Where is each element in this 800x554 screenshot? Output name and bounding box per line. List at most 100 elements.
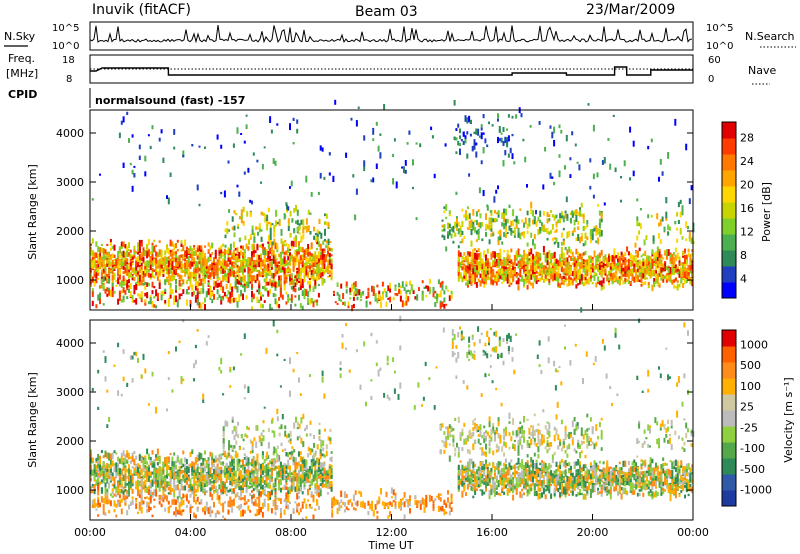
heatmap-cell (310, 253, 313, 257)
heatmap-cell (247, 281, 250, 288)
heatmap-cell (283, 244, 286, 247)
heatmap-cell (626, 259, 629, 263)
heatmap-cell (164, 475, 167, 479)
heatmap-cell (162, 486, 165, 491)
heatmap-cell (312, 253, 315, 257)
heatmap-cell (513, 266, 516, 271)
heatmap-cell (264, 250, 267, 256)
heatmap-cell (535, 265, 538, 271)
heatmap-cell (95, 304, 98, 309)
heatmap-cell (182, 289, 185, 294)
heatmap-cell (294, 295, 297, 298)
heatmap-cell (160, 294, 163, 301)
heatmap-cell (156, 266, 159, 269)
heatmap-cell (468, 223, 471, 230)
heatmap-cell (580, 236, 583, 242)
heatmap-cell (242, 276, 244, 282)
heatmap-cell (330, 275, 333, 281)
heatmap-cell (91, 198, 94, 201)
heatmap-cell (263, 247, 266, 250)
heatmap-cell (140, 292, 143, 300)
heatmap-cell (97, 258, 100, 265)
heatmap-cell (602, 284, 605, 290)
heatmap-cell (236, 285, 239, 293)
heatmap-cell (488, 263, 491, 267)
heatmap-cell (290, 254, 293, 259)
heatmap-cell (415, 217, 418, 221)
heatmap-cell (156, 270, 159, 277)
heatmap-cell (352, 303, 355, 308)
heatmap-cell (544, 268, 547, 271)
heatmap-cell (560, 211, 563, 217)
heatmap-cell (185, 253, 188, 259)
heatmap-cell (521, 231, 524, 236)
heatmap-cell (147, 486, 150, 489)
heatmap-cell (254, 261, 257, 264)
heatmap-cell (147, 249, 150, 257)
heatmap-cell (515, 253, 518, 259)
heatmap-cell (485, 279, 487, 285)
heatmap-cell (176, 248, 179, 252)
heatmap-cell (483, 282, 486, 288)
heatmap-cell (198, 302, 201, 309)
heatmap-cell (480, 160, 483, 165)
heatmap-cell (321, 248, 324, 254)
heatmap-cell (312, 268, 315, 274)
heatmap-cell (327, 260, 329, 265)
heatmap-cell (603, 202, 606, 206)
heatmap-cell (535, 260, 538, 264)
heatmap-cell (584, 250, 587, 255)
heatmap-cell (225, 250, 228, 255)
heatmap-cell (144, 155, 147, 162)
heatmap-cell (204, 297, 206, 303)
heatmap-cell (560, 279, 563, 284)
heatmap-cell (501, 268, 504, 274)
heatmap-cell (687, 265, 690, 271)
heatmap-cell (285, 268, 288, 274)
heatmap-cell (526, 280, 529, 283)
heatmap-cell (144, 267, 147, 274)
heatmap-cell (316, 247, 319, 251)
heatmap-cell (298, 484, 300, 489)
heatmap-cell (289, 255, 291, 262)
heatmap-cell (551, 237, 554, 241)
heatmap-cell (220, 481, 223, 489)
heatmap-cell (287, 247, 290, 254)
heatmap-cell (138, 260, 141, 265)
heatmap-cell (308, 298, 311, 305)
heatmap-cell (549, 125, 552, 129)
heatmap-cell (433, 173, 436, 179)
heatmap-cell (515, 216, 518, 223)
heatmap-cell (285, 263, 288, 266)
heatmap-cell (138, 255, 141, 262)
heatmap-cell (191, 470, 194, 476)
heatmap-cell (267, 207, 270, 212)
heatmap-cell (281, 266, 284, 271)
heatmap-cell (472, 274, 475, 281)
heatmap-cell (290, 294, 293, 301)
heatmap-cell (613, 277, 616, 282)
heatmap-cell (106, 255, 109, 258)
heatmap-cell (316, 482, 319, 487)
heatmap-cell (622, 267, 625, 273)
heatmap-cell (577, 270, 580, 274)
heatmap-cell (289, 252, 291, 259)
heatmap-cell (498, 138, 501, 142)
heatmap-cell (180, 469, 183, 474)
heatmap-cell (120, 251, 123, 257)
heatmap-cell (328, 255, 331, 260)
heatmap-cell (687, 253, 690, 257)
heatmap-cell (611, 255, 614, 262)
heatmap-cell (404, 160, 407, 166)
heatmap-cell (533, 260, 536, 266)
heatmap-cell (679, 227, 682, 235)
heatmap-cell (492, 260, 495, 266)
heatmap-cell (466, 259, 469, 264)
heatmap-cell (497, 256, 500, 263)
heatmap-cell (469, 133, 472, 137)
heatmap-cell (266, 214, 269, 221)
heatmap-cell (622, 271, 625, 275)
heatmap-cell (546, 267, 549, 271)
heatmap-cell (479, 222, 482, 229)
heatmap-cell (551, 265, 554, 269)
